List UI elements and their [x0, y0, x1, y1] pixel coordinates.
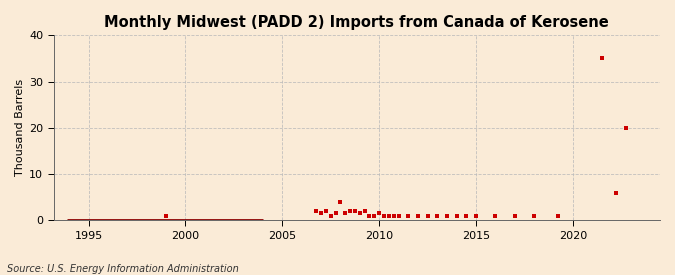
Point — [529, 213, 539, 218]
Point — [310, 209, 321, 213]
Point — [161, 213, 171, 218]
Point — [432, 213, 443, 218]
Point — [321, 209, 331, 213]
Point — [350, 209, 360, 213]
Point — [335, 200, 346, 204]
Point — [325, 213, 336, 218]
Point — [422, 213, 433, 218]
Point — [340, 211, 350, 216]
Text: Source: U.S. Energy Information Administration: Source: U.S. Energy Information Administ… — [7, 264, 238, 274]
Point — [383, 213, 394, 218]
Point — [621, 126, 632, 130]
Point — [393, 213, 404, 218]
Point — [388, 213, 399, 218]
Point — [379, 213, 389, 218]
Point — [364, 213, 375, 218]
Point — [597, 56, 608, 61]
Point — [451, 213, 462, 218]
Point — [510, 213, 520, 218]
Point — [369, 213, 379, 218]
Point — [412, 213, 423, 218]
Point — [330, 211, 341, 216]
Title: Monthly Midwest (PADD 2) Imports from Canada of Kerosene: Monthly Midwest (PADD 2) Imports from Ca… — [105, 15, 610, 30]
Point — [316, 211, 327, 216]
Point — [374, 211, 385, 216]
Point — [553, 213, 564, 218]
Point — [470, 213, 481, 218]
Point — [354, 211, 365, 216]
Point — [359, 209, 370, 213]
Point — [345, 209, 356, 213]
Point — [461, 213, 472, 218]
Point — [611, 190, 622, 195]
Y-axis label: Thousand Barrels: Thousand Barrels — [15, 79, 25, 176]
Point — [403, 213, 414, 218]
Point — [441, 213, 452, 218]
Point — [490, 213, 501, 218]
